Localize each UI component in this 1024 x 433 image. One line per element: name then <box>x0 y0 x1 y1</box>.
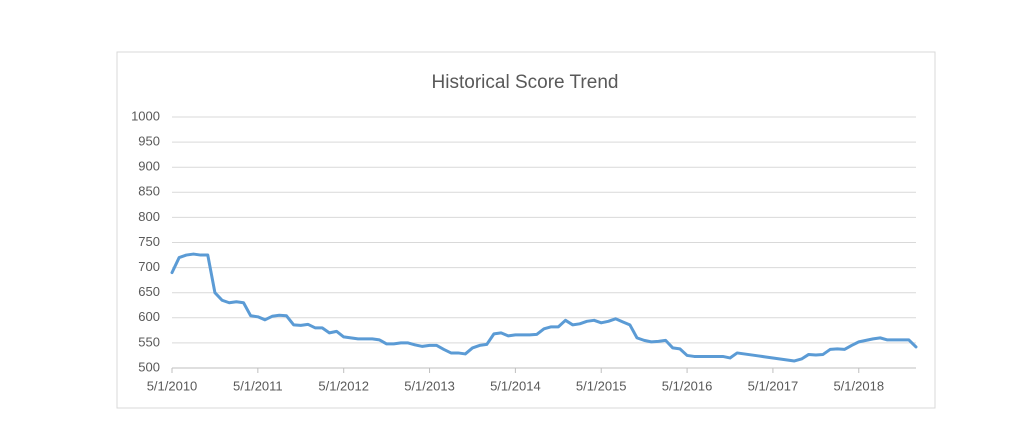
y-tick-label: 900 <box>138 159 160 174</box>
chart-title: Historical Score Trend <box>432 72 619 93</box>
y-tick-label: 550 <box>138 334 160 349</box>
data-line <box>170 252 918 363</box>
y-tick-label: 750 <box>138 234 160 249</box>
y-tick-label: 950 <box>138 134 160 149</box>
y-tick-label: 600 <box>138 309 160 324</box>
x-tick-label: 5/1/2016 <box>662 378 713 393</box>
x-tick-label: 5/1/2017 <box>748 378 799 393</box>
x-tick-label: 5/1/2012 <box>318 378 369 393</box>
x-tick-label: 5/1/2015 <box>576 378 627 393</box>
x-tick-label: 5/1/2013 <box>404 378 455 393</box>
x-tick-label: 5/1/2011 <box>233 378 283 393</box>
chart-frame <box>116 51 936 409</box>
x-tick-label: 5/1/2014 <box>490 378 541 393</box>
y-tick-label: 1000 <box>131 108 160 123</box>
y-tick-label: 650 <box>138 284 160 299</box>
y-tick-label: 800 <box>138 209 160 224</box>
y-tick-label: 500 <box>138 359 160 374</box>
y-tick-label: 850 <box>138 184 160 199</box>
x-tick-label: 5/1/2018 <box>833 378 884 393</box>
y-tick-label: 700 <box>138 259 160 274</box>
x-tick-label: 5/1/2010 <box>147 378 198 393</box>
